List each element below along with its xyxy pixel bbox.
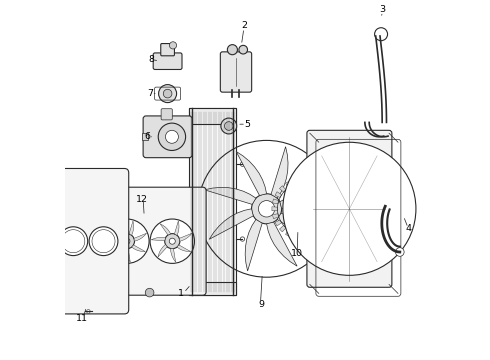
Text: 3: 3 (379, 4, 386, 13)
Polygon shape (280, 178, 324, 209)
FancyBboxPatch shape (153, 53, 182, 69)
Text: 9: 9 (258, 300, 264, 309)
FancyBboxPatch shape (48, 168, 129, 314)
Circle shape (239, 45, 247, 54)
Circle shape (295, 201, 310, 216)
Polygon shape (286, 230, 292, 237)
Bar (189, 108, 236, 295)
Circle shape (240, 237, 245, 241)
FancyBboxPatch shape (93, 187, 206, 295)
Polygon shape (160, 224, 171, 235)
Polygon shape (314, 181, 319, 188)
Polygon shape (113, 244, 122, 257)
Polygon shape (319, 186, 326, 192)
Polygon shape (275, 192, 282, 198)
Polygon shape (209, 209, 253, 239)
Polygon shape (326, 199, 333, 204)
Circle shape (120, 234, 134, 249)
Circle shape (165, 234, 180, 249)
Circle shape (158, 123, 186, 150)
Circle shape (159, 85, 176, 103)
FancyBboxPatch shape (161, 109, 172, 120)
Circle shape (227, 45, 238, 55)
Circle shape (224, 122, 233, 130)
Polygon shape (158, 244, 167, 257)
Bar (189, 108, 236, 124)
Polygon shape (300, 234, 305, 239)
Circle shape (251, 194, 282, 224)
FancyBboxPatch shape (161, 44, 174, 56)
Circle shape (169, 238, 175, 244)
Text: 6: 6 (145, 132, 151, 141)
Polygon shape (272, 214, 279, 219)
Polygon shape (293, 179, 298, 185)
Polygon shape (300, 178, 305, 184)
Polygon shape (204, 187, 256, 204)
Polygon shape (271, 147, 288, 198)
Circle shape (105, 219, 149, 264)
Circle shape (395, 248, 404, 256)
Text: 10: 10 (291, 249, 303, 258)
Polygon shape (323, 192, 330, 198)
FancyBboxPatch shape (307, 130, 392, 287)
Text: 1: 1 (178, 289, 184, 298)
Circle shape (87, 310, 90, 313)
Polygon shape (293, 233, 298, 239)
Text: 8: 8 (148, 55, 154, 64)
Polygon shape (326, 214, 333, 219)
Polygon shape (171, 248, 175, 262)
Polygon shape (314, 230, 319, 237)
Bar (189, 282, 236, 295)
Text: 4: 4 (406, 224, 412, 233)
Circle shape (170, 42, 176, 49)
Circle shape (258, 201, 275, 217)
Circle shape (89, 227, 118, 256)
Polygon shape (129, 221, 134, 235)
Text: 11: 11 (76, 314, 88, 323)
Polygon shape (125, 248, 130, 262)
FancyBboxPatch shape (143, 116, 192, 158)
Polygon shape (245, 220, 262, 271)
Polygon shape (132, 245, 146, 252)
Polygon shape (279, 186, 286, 192)
Text: 7: 7 (147, 89, 154, 98)
Circle shape (240, 162, 245, 166)
Circle shape (299, 205, 306, 212)
Polygon shape (286, 181, 292, 188)
Text: 12: 12 (136, 195, 148, 204)
Circle shape (374, 28, 388, 41)
Polygon shape (308, 233, 313, 239)
Polygon shape (272, 207, 277, 211)
Circle shape (286, 192, 319, 225)
Circle shape (150, 219, 195, 264)
Polygon shape (308, 179, 313, 185)
Polygon shape (115, 224, 125, 235)
FancyBboxPatch shape (143, 133, 148, 140)
Polygon shape (275, 220, 282, 226)
Circle shape (145, 288, 154, 297)
Polygon shape (267, 222, 297, 266)
Text: 5: 5 (244, 120, 250, 129)
Polygon shape (174, 221, 179, 235)
Polygon shape (319, 225, 326, 232)
Polygon shape (277, 213, 329, 230)
Polygon shape (106, 237, 120, 241)
Circle shape (59, 227, 88, 256)
FancyBboxPatch shape (220, 52, 252, 92)
Polygon shape (236, 152, 267, 195)
Circle shape (166, 130, 178, 143)
Circle shape (124, 238, 130, 244)
Circle shape (221, 118, 237, 134)
Polygon shape (151, 237, 166, 241)
Circle shape (283, 142, 416, 275)
Polygon shape (279, 225, 286, 232)
Polygon shape (272, 199, 279, 204)
Text: 2: 2 (241, 21, 247, 30)
Polygon shape (134, 233, 147, 241)
Polygon shape (179, 233, 192, 241)
Polygon shape (323, 220, 330, 226)
Polygon shape (328, 207, 333, 211)
Polygon shape (177, 245, 191, 252)
Circle shape (163, 89, 172, 98)
